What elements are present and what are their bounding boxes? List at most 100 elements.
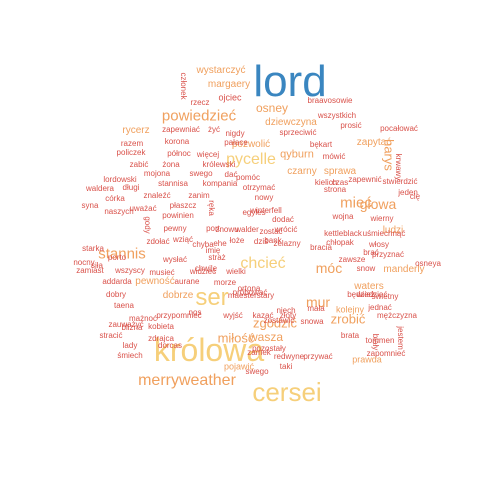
word-cloud-word: otrzymać: [242, 183, 276, 192]
word-cloud-word: dorcas: [157, 341, 183, 350]
word-cloud-word: dobry: [105, 290, 127, 299]
word-cloud-word: powiedzieć: [161, 107, 237, 125]
word-cloud-word: zauważyć: [108, 320, 144, 329]
word-cloud-word: zgodzić: [252, 315, 298, 331]
word-cloud-word: jednać: [368, 303, 392, 312]
word-cloud-word: sprawa: [323, 166, 357, 177]
word-cloud-word: niech: [276, 306, 296, 315]
word-cloud-word: snowa: [300, 317, 324, 326]
word-cloud-word: wszystkich: [317, 111, 357, 120]
word-cloud-word: widzieć: [189, 267, 217, 276]
word-cloud-word: zabić: [129, 160, 149, 169]
word-cloud-word: próbować: [232, 288, 268, 297]
word-cloud-word: siła: [90, 261, 104, 270]
word-cloud-word: musieć: [149, 268, 175, 277]
word-cloud-word: lordowski: [103, 175, 137, 184]
word-cloud-word: długi: [122, 183, 140, 192]
word-cloud-word: dodać: [272, 215, 294, 224]
word-cloud-word: redwyne: [273, 352, 305, 361]
word-cloud-word: dziewczyna: [265, 117, 317, 128]
word-cloud-word: addarda: [102, 277, 132, 286]
word-cloud-word: uśmiechnąć: [362, 229, 406, 238]
word-cloud-word: dobrze: [162, 290, 194, 301]
word-cloud-word: mała: [307, 304, 325, 313]
word-cloud-word: zdrajca: [148, 334, 174, 343]
word-cloud-word: straż: [208, 253, 226, 262]
word-cloud-word: taena: [113, 301, 135, 310]
word-cloud-word: zdołać: [146, 237, 170, 246]
word-cloud-word: merryweather: [138, 372, 236, 389]
word-cloud-word: blizna: [121, 323, 143, 332]
word-cloud-word: ser: [195, 284, 229, 311]
word-cloud-word: wierny: [370, 214, 394, 223]
word-cloud-word: przypomnieć: [156, 311, 202, 320]
word-cloud-word: zostawić: [263, 316, 295, 325]
word-cloud-word: zapomnieć: [366, 349, 406, 358]
word-cloud-word: osney: [255, 101, 289, 115]
word-cloud-word: razem: [120, 139, 144, 148]
word-cloud-word: kompania: [202, 179, 238, 188]
word-cloud-word: płaszcz: [169, 201, 197, 210]
word-cloud-word: dać: [224, 170, 238, 179]
word-cloud-word: będzież: [347, 290, 375, 299]
word-cloud-word: osneya: [415, 259, 441, 268]
word-cloud-word: kazać: [252, 311, 274, 320]
word-cloud-word: winterfell: [250, 206, 282, 215]
word-cloud-word: żyć: [208, 125, 220, 134]
word-cloud-word: snow: [356, 264, 376, 273]
word-cloud-word: margaery: [207, 79, 251, 90]
word-cloud-word: mażnoć: [128, 314, 158, 323]
word-cloud-word: królowa: [153, 332, 265, 368]
word-cloud-word: zamiast: [76, 266, 104, 275]
word-cloud-word: miłość: [217, 330, 255, 346]
word-cloud-word: zamek: [247, 348, 271, 357]
word-cloud-word: chłopak: [326, 238, 354, 247]
word-cloud-word: chwilę: [194, 264, 218, 273]
word-cloud-word: pozostały: [252, 344, 286, 353]
word-cloud-word: pewny: [163, 224, 187, 233]
word-cloud-word: królewski: [202, 160, 236, 169]
word-cloud-word: kobieta: [148, 322, 174, 331]
word-cloud-word: pozwolić: [231, 139, 271, 150]
word-cloud-word: gody: [143, 216, 152, 234]
word-cloud-word: zapytać: [356, 137, 392, 148]
word-cloud-word: zostać: [259, 227, 283, 236]
word-cloud-word: członek: [179, 72, 188, 100]
word-cloud-word: zrobić: [330, 311, 366, 327]
word-cloud-word: zawsze: [338, 255, 366, 264]
word-cloud-word: rycerz: [122, 125, 150, 136]
word-cloud-word: lord: [253, 57, 327, 106]
word-cloud-word: cię: [409, 192, 421, 201]
word-cloud-word: prawda: [352, 354, 382, 365]
word-cloud-word: nocny: [73, 258, 95, 267]
word-cloud-word: północ: [167, 149, 191, 158]
word-cloud-word: mojona: [143, 169, 171, 178]
word-cloud-word: waters: [354, 281, 384, 292]
word-cloud-word: pałace: [224, 138, 248, 147]
word-cloud-word: włosy: [368, 240, 390, 249]
word-cloud-word: pojawić: [223, 361, 255, 372]
word-cloud-word: lady: [122, 341, 138, 350]
word-cloud-word: przyznać: [371, 250, 405, 259]
word-cloud-word: stannisa: [158, 179, 188, 188]
word-cloud-word: uważać: [129, 204, 157, 213]
word-cloud-word: imię: [205, 246, 221, 255]
word-cloud-word: swego: [245, 367, 269, 376]
word-cloud-word: móc: [315, 260, 343, 276]
word-cloud-word: egyles: [242, 208, 266, 217]
word-cloud-word: nowy: [254, 193, 274, 202]
word-cloud-word: aurane: [174, 277, 200, 286]
word-cloud-word: brata: [340, 331, 360, 340]
word-cloud-word: wysłać: [162, 255, 188, 264]
word-cloud-word: złoty: [279, 311, 297, 320]
word-cloud-word: strona: [323, 185, 347, 194]
word-cloud-word: waszа: [248, 330, 284, 344]
word-cloud-word: chyba: [192, 240, 214, 249]
word-cloud-word: bracia: [310, 243, 332, 252]
word-cloud-word: kolejny: [335, 304, 365, 315]
word-cloud-word: łoże: [229, 236, 245, 245]
word-cloud-word: ehe: [213, 239, 227, 248]
word-cloud-word: pocałować: [380, 124, 418, 133]
word-cloud-word: przywać: [303, 352, 333, 361]
